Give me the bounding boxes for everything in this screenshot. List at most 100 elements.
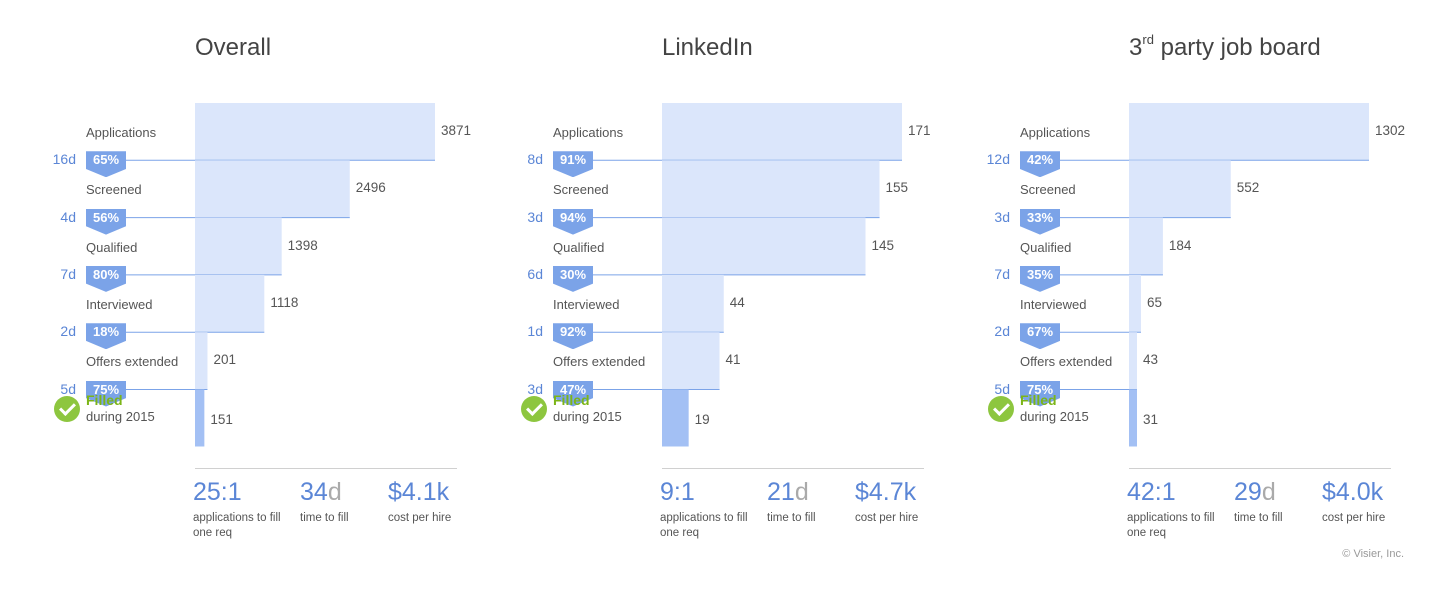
bar-value-label: 43: [1143, 352, 1159, 368]
bar-value-label: 31: [1143, 411, 1159, 427]
panel-title-text: LinkedIn: [662, 34, 753, 61]
stage-days: 5d: [60, 380, 76, 397]
stage-days: 8d: [527, 151, 543, 168]
stage-days: 3d: [527, 380, 543, 397]
metric-number: 29: [1234, 478, 1262, 506]
filled-title: Filled: [86, 391, 123, 408]
funnel-bar: [662, 103, 902, 161]
panel-title-sup: rd: [1142, 32, 1154, 47]
stage-label: Screened: [86, 182, 142, 198]
metric-number: 9:1: [660, 478, 695, 506]
filled-subtitle: during 2015: [1020, 408, 1089, 424]
stage-days: 3d: [994, 208, 1010, 225]
metric-label: cost per hire: [855, 512, 919, 524]
metric-value: 25:1: [193, 478, 242, 507]
bar-value-label: 1118: [270, 294, 299, 310]
funnel-bar: [1129, 217, 1163, 275]
bar-value-label: 19: [694, 411, 710, 427]
funnel-bar: [195, 103, 435, 161]
metric-number: 25:1: [193, 478, 242, 506]
funnel-panel: 3rd party job board 1302 Applications 12d 42…: [934, 0, 1414, 608]
filled-title: Filled: [553, 391, 590, 408]
bar-value-label: 151: [210, 411, 233, 427]
metric-label: applications to fill one req: [1127, 512, 1215, 539]
funnel-bar: [195, 332, 208, 390]
bar-value-label: 145: [871, 237, 895, 253]
stage-days: 6d: [527, 265, 543, 282]
metric-label: time to fill: [1234, 512, 1283, 524]
funnel-bar: [662, 160, 880, 218]
bar-value-label: 155: [885, 180, 909, 196]
metric-value: 42:1: [1127, 478, 1176, 507]
stage-label: Interviewed: [86, 296, 153, 312]
metric-number: $4.0k: [1322, 478, 1384, 506]
check-circle-icon: [54, 395, 80, 422]
funnel-bar: [1129, 389, 1137, 447]
copyright: © Visier, Inc.: [1342, 548, 1404, 560]
bar-value-label: 552: [1236, 180, 1260, 196]
metric-value: $4.0k: [1322, 478, 1383, 507]
funnel-bar: [1129, 160, 1231, 218]
funnel-bar: [662, 332, 720, 390]
bar-value-label: 1302: [1375, 123, 1406, 138]
metric-label: cost per hire: [388, 512, 452, 524]
metric-label: applications to fill one req: [193, 512, 281, 539]
funnel-panel: LinkedIn 171 Applications 8d 91% 155 Screened 3…: [467, 0, 947, 608]
check-circle-icon: [521, 395, 547, 422]
funnel-bar: [195, 160, 350, 218]
funnel-bar: [195, 217, 282, 275]
stage-days: 2d: [60, 323, 76, 340]
stage-days: 12d: [986, 151, 1010, 168]
panel-title-text: Overall: [195, 34, 272, 61]
metric-value: $4.1k: [388, 478, 449, 507]
stage-days: 1d: [527, 323, 543, 340]
metrics-divider: [1129, 468, 1391, 469]
stage-days: 5d: [994, 380, 1010, 397]
bar-value-label: 65: [1146, 294, 1162, 310]
stage-label: Applications: [1020, 125, 1091, 140]
stage-label: Qualified: [86, 239, 138, 255]
filled-subtitle: during 2015: [86, 408, 155, 424]
metric-unit: d: [794, 478, 809, 506]
panel-title: LinkedIn: [662, 34, 753, 62]
funnel-bars: [86, 103, 435, 447]
metric-label: time to fill: [300, 512, 349, 524]
bar-value-label: 44: [729, 294, 745, 310]
stage-label: Applications: [86, 125, 157, 140]
bar-value-label: 41: [725, 352, 741, 368]
funnel-bar: [662, 274, 724, 333]
stage-days: 7d: [994, 265, 1010, 282]
metric-number: 21: [767, 478, 795, 506]
check-circle-icon: [988, 395, 1014, 422]
panel-title: Overall: [195, 34, 271, 62]
metric-value: $4.7k: [855, 478, 916, 507]
funnel-panel: Overall 3871 Applications 16d 65% 2496 Screene…: [0, 0, 480, 608]
bar-value-label: 1398: [287, 237, 318, 253]
metric-value: 34d: [300, 478, 342, 507]
stage-label: Qualified: [553, 239, 605, 255]
metrics-divider: [195, 468, 457, 469]
stage-label: Offers extended: [1020, 354, 1113, 370]
metric-number: 42:1: [1127, 478, 1176, 506]
metric-value: 21d: [767, 478, 809, 507]
panel-title-text: 3: [1129, 34, 1143, 61]
bar-value-label: 3871: [441, 123, 472, 138]
filled-title: Filled: [1020, 391, 1057, 408]
metric-value: 29d: [1234, 478, 1276, 507]
panel-title: 3rd party job board: [1129, 32, 1321, 62]
stage-label: Screened: [1020, 182, 1076, 198]
bar-value-label: 201: [213, 352, 236, 368]
metric-label: cost per hire: [1322, 512, 1386, 524]
filled-subtitle: during 2015: [553, 408, 622, 424]
stage-days: 4d: [60, 208, 76, 225]
metric-unit: d: [327, 478, 342, 506]
bar-value-label: 184: [1168, 237, 1192, 253]
metric-number: $4.1k: [388, 478, 450, 506]
stage-days: 16d: [52, 151, 76, 168]
panel-title-rest: party job board: [1153, 34, 1321, 61]
stage-label: Applications: [553, 125, 624, 140]
funnel-bar: [1129, 103, 1369, 161]
funnel-bar: [662, 389, 689, 447]
stage-label: Offers extended: [86, 354, 179, 370]
stage-days: 2d: [994, 323, 1010, 340]
